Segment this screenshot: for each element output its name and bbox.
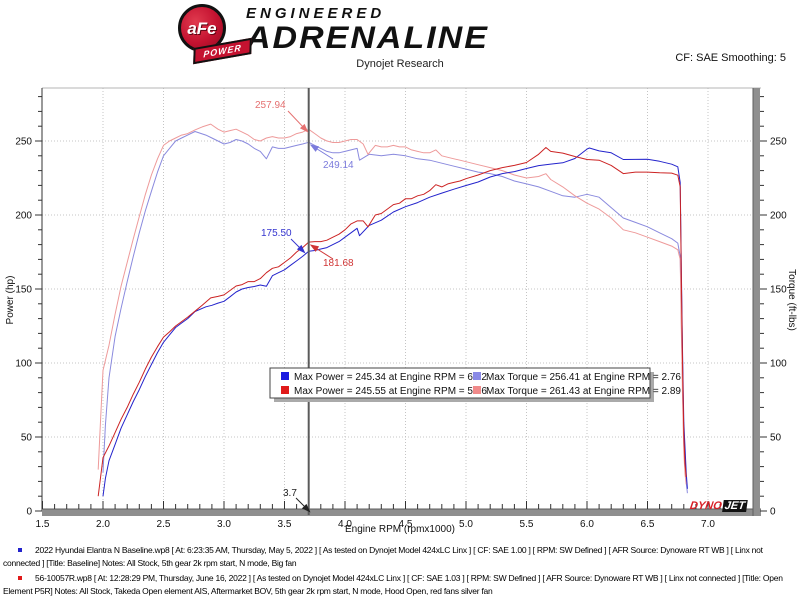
- svg-text:0: 0: [26, 507, 32, 518]
- brand-wordmark: ENGINEERED ADRENALINE: [246, 4, 489, 56]
- y-axis-label-left: Power (hp): [5, 276, 16, 325]
- chart-axes: 0 0 50 50 100 100 150 150 200 200 250 250 1.5 2.0 2.5 3…: [15, 87, 787, 530]
- svg-text:250: 250: [15, 137, 32, 148]
- svg-text:7.0: 7.0: [701, 519, 715, 530]
- svg-text:50: 50: [21, 433, 33, 444]
- chart-gridlines: [42, 88, 753, 511]
- dyno-chart-canvas: 0 0 50 50 100 100 150 150 200 200 250 250 1.5 2.0 2.5 3…: [5, 87, 797, 535]
- svg-text:Max Power = 245.55 at Engine R: Max Power = 245.55 at Engine RPM = 5.66: [294, 386, 487, 397]
- svg-text:50: 50: [770, 433, 782, 444]
- dynojet-logo-dyno: DYNO: [689, 499, 723, 512]
- run-bullet-red: [18, 576, 22, 580]
- svg-text:Max Torque = 261.43 at Engine: Max Torque = 261.43 at Engine RPM = 2.89: [486, 386, 681, 397]
- svg-text:200: 200: [770, 211, 787, 222]
- chart-annotations: 257.94 249.14 175.50 181.68 3.7: [255, 100, 354, 513]
- svg-text:4.5: 4.5: [399, 519, 413, 530]
- smoothing-label: CF: SAE Smoothing: 5: [675, 52, 786, 64]
- svg-text:5.5: 5.5: [520, 519, 534, 530]
- chart-legend: Max Power = 245.34 at Engine RPM = 6.02 M…: [269, 367, 681, 402]
- curve-torque-baseline: [102, 131, 688, 494]
- svg-text:4.0: 4.0: [338, 519, 352, 530]
- svg-text:2.5: 2.5: [157, 519, 171, 530]
- svg-text:150: 150: [770, 285, 787, 296]
- svg-text:181.68: 181.68: [323, 258, 354, 269]
- svg-text:3.0: 3.0: [217, 519, 231, 530]
- y-axis-label-right: Torque (ft-lbs): [786, 269, 797, 331]
- svg-text:Max Torque = 256.41 at Engine: Max Torque = 256.41 at Engine RPM = 2.76: [486, 372, 681, 383]
- svg-text:250: 250: [770, 137, 787, 148]
- dynojet-logo: DYNO JET: [689, 499, 748, 512]
- svg-text:5.0: 5.0: [459, 519, 473, 530]
- svg-text:0: 0: [770, 507, 776, 518]
- svg-text:1.5: 1.5: [36, 519, 50, 530]
- dynojet-logo-jet: JET: [721, 499, 748, 512]
- svg-text:150: 150: [15, 285, 32, 296]
- svg-text:249.14: 249.14: [323, 160, 354, 171]
- curve-power-afe: [97, 147, 687, 497]
- svg-text:2.0: 2.0: [96, 519, 110, 530]
- afe-brand-logo: aFe POWER ENGINEERED ADRENALINE: [178, 4, 489, 65]
- svg-text:200: 200: [15, 211, 32, 222]
- svg-text:6.0: 6.0: [580, 519, 594, 530]
- brand-engineered-text: ENGINEERED: [246, 5, 386, 22]
- svg-text:3.5: 3.5: [278, 519, 292, 530]
- chart-title: Dynojet Research: [356, 58, 444, 70]
- afe-logo-text: aFe: [187, 19, 217, 38]
- run-info-baseline-text: 2022 Hyundai Elantra N Baseline.wp8 [ At…: [3, 545, 763, 568]
- svg-text:100: 100: [770, 359, 787, 370]
- run-info-afe-text: 56-10057R.wp8 [ At: 12:28:29 PM, Thursda…: [3, 573, 783, 596]
- brand-adrenaline-text: ADRENALINE: [246, 20, 489, 56]
- run-info-afe: 56-10057R.wp8 [ At: 12:28:29 PM, Thursda…: [3, 572, 797, 597]
- curve-power-baseline: [102, 147, 688, 497]
- svg-text:100: 100: [15, 359, 32, 370]
- run-info-block: 2022 Hyundai Elantra N Baseline.wp8 [ At…: [3, 544, 797, 600]
- svg-text:175.50: 175.50: [261, 228, 292, 239]
- x-axis-label: Engine RPM (rpmx1000): [345, 524, 455, 535]
- run-info-baseline: 2022 Hyundai Elantra N Baseline.wp8 [ At…: [3, 544, 797, 569]
- curve-torque-afe: [97, 123, 687, 485]
- svg-text:6.5: 6.5: [641, 519, 655, 530]
- chart-curves: [97, 123, 688, 497]
- svg-text:Max Power = 245.34 at Engine R: Max Power = 245.34 at Engine RPM = 6.02: [294, 372, 487, 383]
- afe-logo-circle: aFe POWER: [178, 4, 252, 65]
- svg-text:3.7: 3.7: [283, 488, 297, 499]
- svg-text:257.94: 257.94: [255, 100, 286, 111]
- run-bullet-blue: [18, 548, 22, 552]
